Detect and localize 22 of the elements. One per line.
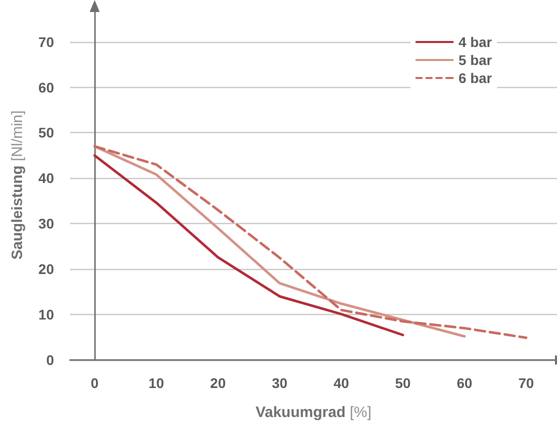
x-tick-label: 0 xyxy=(90,375,99,391)
x-tick-label: 40 xyxy=(333,375,350,391)
x-tick-label: 50 xyxy=(395,375,411,391)
legend-label: 5 bar xyxy=(458,52,493,68)
line-series xyxy=(93,154,404,336)
y-axis-title: Saugleistung [Nl/min] xyxy=(9,110,26,260)
y-tick-label: 10 xyxy=(38,306,54,323)
y-tick-label: 40 xyxy=(38,170,54,186)
x-tick-label: 30 xyxy=(272,375,288,391)
y-tick-label: 0 xyxy=(46,352,54,368)
x-tick-label: 10 xyxy=(148,375,164,391)
y-tick-label: 70 xyxy=(38,34,54,50)
x-tick-label: 60 xyxy=(456,375,473,391)
x-axis-title: Vakuumgrad [%] xyxy=(256,404,372,421)
y-tick-label: 50 xyxy=(38,124,54,141)
y-tick-label: 30 xyxy=(38,216,54,232)
y-tick-label: 20 xyxy=(38,261,54,278)
y-tick-label: 60 xyxy=(38,79,54,96)
legend-label: 4 bar xyxy=(458,34,493,50)
x-tick-label: 20 xyxy=(210,375,226,391)
legend-label: 6 bar xyxy=(458,70,493,86)
x-tick-label: 70 xyxy=(518,375,534,391)
